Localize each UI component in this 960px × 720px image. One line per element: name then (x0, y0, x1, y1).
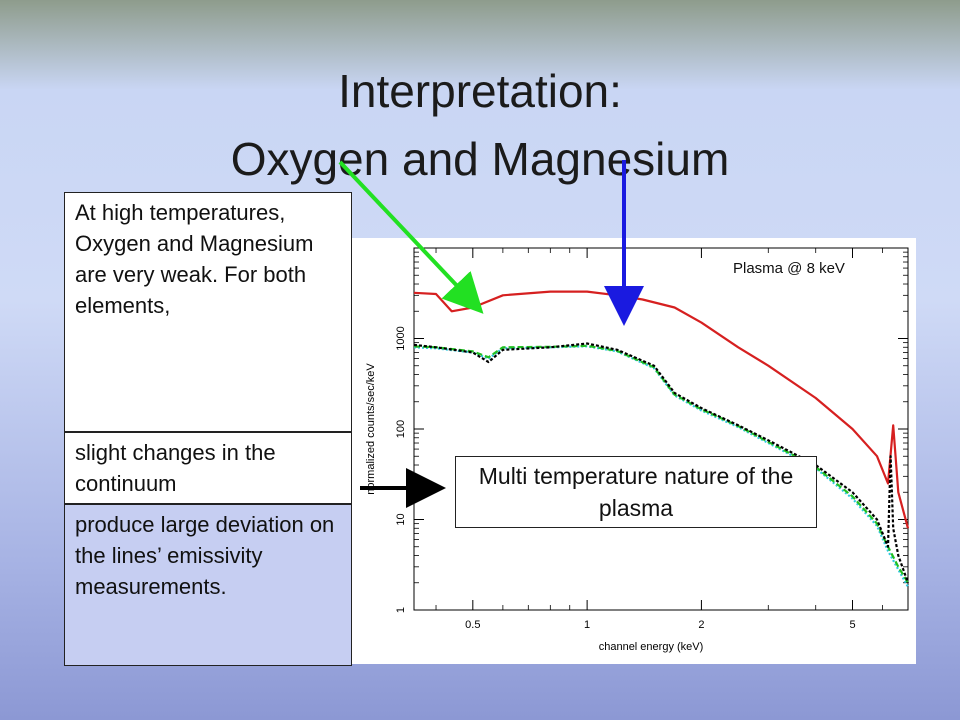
x-axis-label: channel energy (keV) (599, 641, 704, 653)
series-line-black (413, 342, 910, 584)
y-tick-label: 100 (395, 420, 407, 438)
y-tick-label: 10 (395, 513, 407, 525)
x-tick-label: 1 (584, 619, 590, 631)
y-axis-label: normalized counts/sec/keV (365, 363, 377, 495)
spectrum-plot: 1 10 100 1000 0.5 1 2 5 channel energy (keV) norm… (365, 247, 910, 653)
slide-title-line2: Oxygen and Magnesium (230, 133, 730, 185)
callout-mid-text: slight changes in the continuum (64, 432, 352, 504)
x-tick-label: 2 (698, 619, 704, 631)
series-line-green (413, 344, 909, 584)
plasma-annotation: Plasma @ 8 keV (733, 260, 845, 277)
y-tick-label: 1 (395, 607, 407, 613)
callout-top-text: At high temperatures, Oxygen and Magnesi… (64, 192, 352, 432)
x-tick-label: 0.5 (465, 619, 480, 631)
callout-bottom-text: produce large deviation on the lines’ em… (64, 504, 352, 666)
spectrum-figure: 1 10 100 1000 0.5 1 2 5 channel energy (keV) norm… (352, 238, 916, 664)
slide-title-line1: Interpretation: (338, 65, 622, 117)
multi-temperature-box: Multi temperature nature of the plasma (455, 456, 817, 528)
x-tick-label: 5 (849, 619, 855, 631)
y-tick-label: 1000 (395, 326, 407, 350)
